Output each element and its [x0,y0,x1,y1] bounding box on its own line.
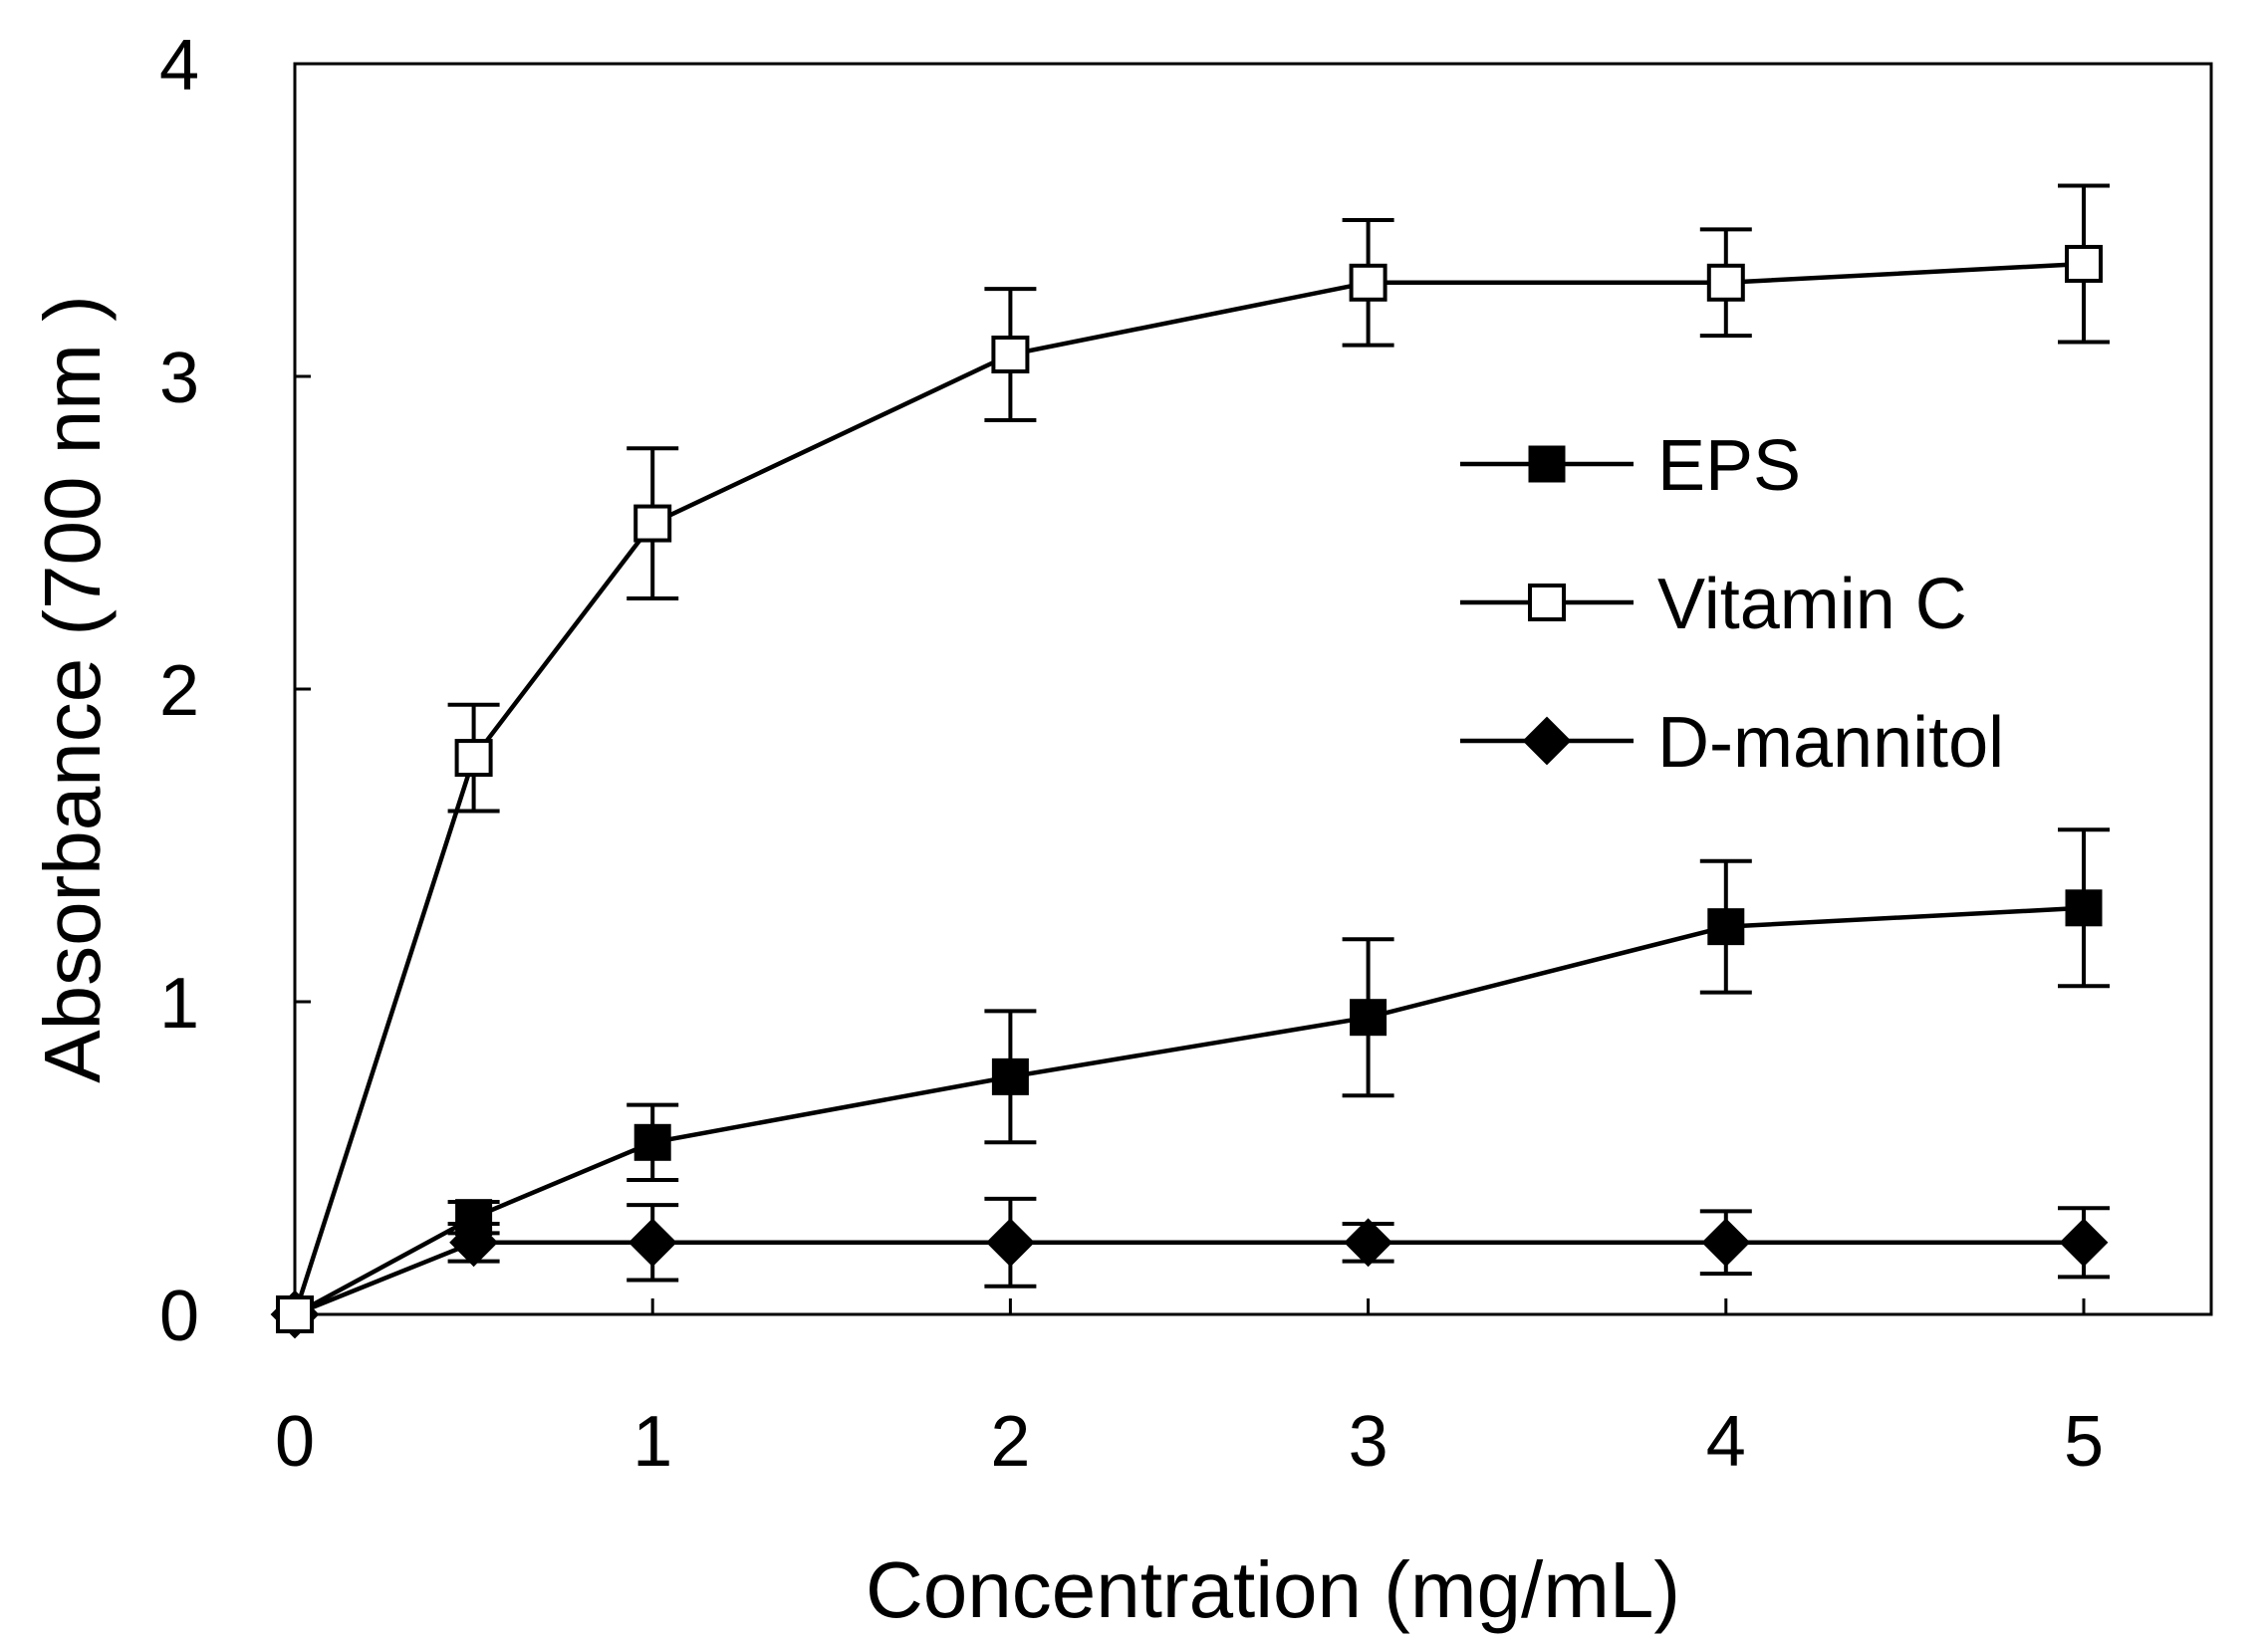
data-point-vitamin-c [991,336,1030,374]
x-tick-label: 2 [990,1402,1030,1482]
data-point-eps [633,1123,671,1161]
data-point-eps [1707,908,1745,946]
x-tick-label: 3 [1349,1402,1388,1482]
x-tick-label: 5 [2064,1402,2104,1482]
legend-label-eps: EPS [1657,426,1801,506]
legend-item-d-mannitol: D-mannitol [1460,703,2004,783]
data-point-vitamin-c [2065,244,2103,283]
data-point-vitamin-c [1349,263,1387,302]
legend-marker-vitamin-c [1528,584,1566,621]
data-point-eps [991,1057,1029,1095]
x-tick-label: 1 [632,1402,672,1482]
data-point-d-mannitol [1701,1218,1751,1268]
data-point-vitamin-c [454,739,493,778]
legend-label-vitamin-c: Vitamin C [1657,565,1967,644]
x-tick-label: 0 [275,1402,315,1482]
data-point-eps [1350,999,1387,1037]
data-point-eps [2065,889,2103,927]
legend: EPS Vitamin C D-mannitol [1460,426,2004,783]
y-tick-label: 4 [159,26,199,106]
data-point-vitamin-c [633,504,672,543]
legend-marker-eps [1528,445,1566,483]
legend-marker-d-mannitol [1522,716,1572,766]
y-tick-label: 1 [159,964,199,1044]
y-tick-label: 2 [159,651,199,731]
data-point-vitamin-c [276,1295,314,1333]
x-axis-ticks: 0 1 2 3 4 5 [275,1298,2104,1482]
legend-label-d-mannitol: D-mannitol [1657,703,2004,783]
data-point-d-mannitol [985,1218,1035,1268]
data-point-d-mannitol [628,1218,677,1268]
x-axis-title: Concentration (mg/mL) [866,1545,1680,1634]
y-axis-title: Absorbance (700 nm ) [28,295,117,1083]
data-point-vitamin-c [1706,263,1745,302]
y-axis-ticks: 0 1 2 3 4 [159,26,311,1356]
y-tick-label: 3 [159,339,199,418]
data-point-eps [455,1199,493,1237]
x-tick-label: 4 [1706,1402,1746,1482]
data-point-d-mannitol [1344,1218,1393,1268]
series-layer [270,183,2110,1339]
y-tick-label: 0 [159,1277,199,1356]
legend-item-eps: EPS [1460,426,1801,506]
legend-item-vitamin-c: Vitamin C [1460,565,1967,644]
series-vitamin-c [276,183,2110,1333]
data-point-d-mannitol [2059,1218,2109,1268]
